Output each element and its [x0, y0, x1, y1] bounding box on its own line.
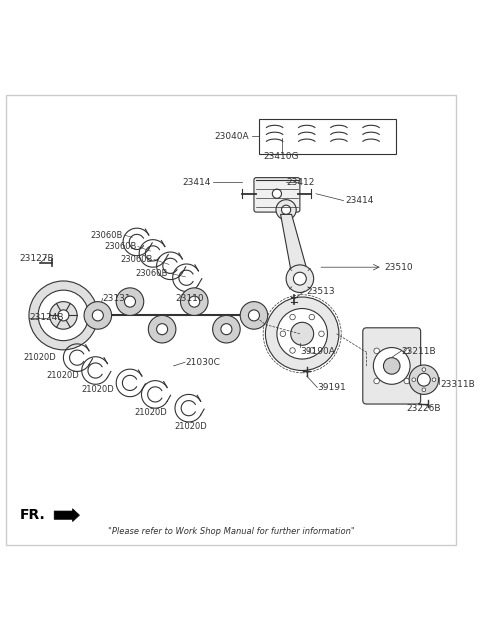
Circle shape [290, 314, 295, 320]
Circle shape [291, 323, 313, 345]
Circle shape [189, 296, 200, 307]
Circle shape [180, 288, 208, 316]
Text: 21030C: 21030C [185, 358, 220, 367]
Circle shape [272, 189, 281, 198]
Circle shape [422, 368, 426, 371]
Text: 39190A: 39190A [300, 347, 335, 356]
Bar [259, 119, 396, 154]
FancyBboxPatch shape [363, 328, 420, 404]
Circle shape [432, 378, 436, 381]
Text: 21020D: 21020D [47, 371, 80, 380]
Text: FR.: FR. [20, 508, 46, 522]
Text: 23410G: 23410G [264, 152, 299, 161]
Text: 23211B: 23211B [401, 347, 435, 356]
Circle shape [290, 348, 295, 353]
Text: 21020D: 21020D [24, 353, 57, 362]
Circle shape [281, 205, 291, 214]
Text: "Please refer to Work Shop Manual for further information": "Please refer to Work Shop Manual for fu… [108, 527, 354, 536]
Text: 21020D: 21020D [175, 422, 207, 431]
Circle shape [213, 316, 240, 343]
Circle shape [309, 348, 314, 353]
Polygon shape [281, 214, 308, 274]
Text: 23060B: 23060B [91, 230, 123, 239]
Text: 23513: 23513 [307, 287, 336, 296]
Text: 23060B: 23060B [105, 242, 137, 251]
Text: 23414: 23414 [346, 196, 374, 205]
Circle shape [116, 288, 144, 316]
Circle shape [293, 272, 306, 285]
Text: 39191: 39191 [317, 383, 346, 392]
Circle shape [319, 331, 324, 337]
Circle shape [38, 290, 89, 340]
Text: 23060B: 23060B [136, 269, 168, 278]
Circle shape [280, 331, 286, 337]
Circle shape [148, 316, 176, 343]
Circle shape [124, 296, 135, 307]
Circle shape [277, 308, 327, 359]
Circle shape [418, 373, 430, 386]
Text: 23110: 23110 [175, 294, 204, 303]
Circle shape [249, 310, 260, 321]
Circle shape [374, 348, 379, 353]
Text: 21020D: 21020D [134, 408, 167, 417]
Circle shape [373, 348, 410, 384]
Text: 23060B: 23060B [120, 255, 153, 264]
Text: 23412: 23412 [286, 178, 314, 187]
Circle shape [286, 265, 313, 292]
Text: 23131: 23131 [102, 294, 131, 303]
FancyArrow shape [54, 509, 80, 522]
Text: 23127B: 23127B [20, 253, 54, 262]
Text: 23040A: 23040A [215, 132, 250, 141]
Circle shape [384, 358, 400, 374]
Circle shape [221, 324, 232, 335]
Text: 23124B: 23124B [29, 313, 63, 322]
Circle shape [276, 200, 296, 220]
Circle shape [409, 365, 439, 394]
Text: 23311B: 23311B [440, 380, 475, 388]
Circle shape [156, 324, 168, 335]
FancyBboxPatch shape [254, 178, 300, 212]
Circle shape [265, 297, 339, 371]
Text: 23226B: 23226B [407, 404, 441, 413]
Circle shape [240, 301, 268, 329]
Circle shape [404, 378, 409, 384]
Circle shape [374, 378, 379, 384]
Circle shape [412, 378, 416, 381]
Circle shape [58, 310, 69, 321]
Circle shape [29, 281, 98, 350]
Circle shape [49, 301, 77, 329]
Circle shape [92, 310, 103, 321]
Circle shape [84, 301, 111, 329]
Text: 21020D: 21020D [81, 385, 114, 394]
Text: 23414: 23414 [182, 178, 210, 187]
Circle shape [309, 314, 314, 320]
Circle shape [404, 348, 409, 353]
Circle shape [422, 388, 426, 392]
Text: 23510: 23510 [385, 262, 413, 272]
